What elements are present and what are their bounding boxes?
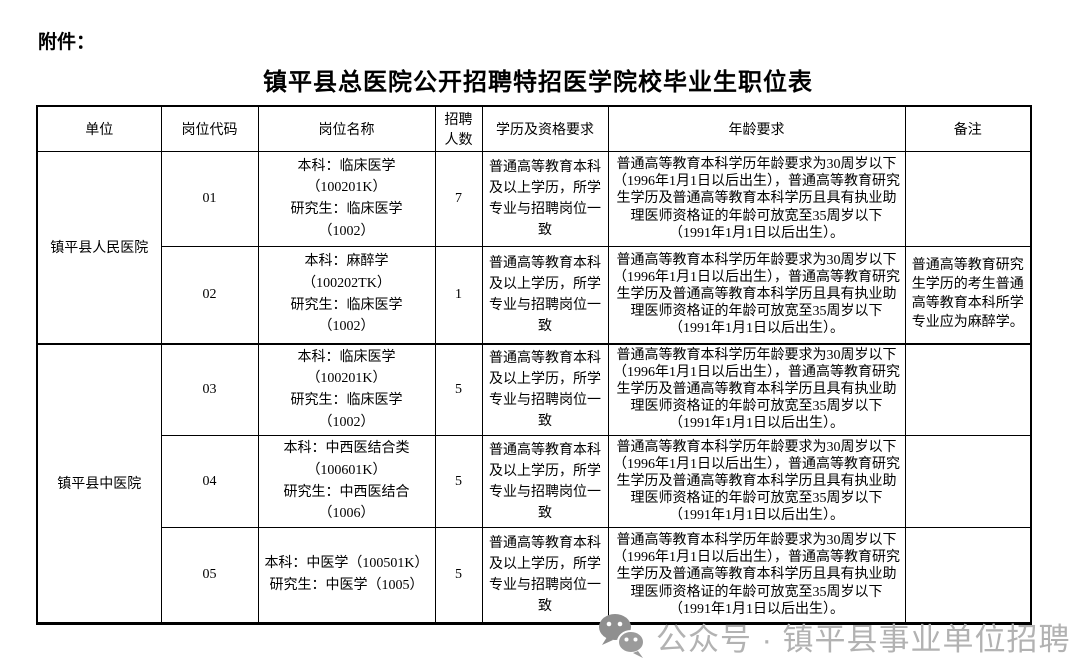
- table-row: 镇平县中医院 03 本科：临床医学 （100201K） 研究生：临床医学 （10…: [36, 342, 1032, 624]
- wechat-icon: [598, 613, 646, 659]
- remark-cell: [904, 151, 1032, 247]
- job-position-table: 单位 岗位代码 岗位名称 招聘 人数 学历及资格要求 年龄要求 备注 镇平县人民…: [36, 105, 1032, 625]
- qualification-cell: 普通高等教育本科及以上学历，所学专业与招聘岗位一致: [481, 342, 609, 437]
- remark-cell: [904, 435, 1032, 528]
- table-header-row: 单位 岗位代码 岗位名称 招聘 人数 学历及资格要求 年龄要求 备注: [36, 105, 1032, 152]
- age-cell: 普通高等教育本科学历年龄要求为30周岁以下（1996年1月1日以后出生），普通高…: [607, 151, 906, 247]
- page-title: 镇平县总医院公开招聘特招医学院校毕业生职位表: [263, 69, 813, 96]
- watermark: 公众号 · 镇平县事业单位招聘: [598, 613, 1071, 659]
- table-row: 镇平县人民医院 01 本科：临床医学 （100201K） 研究生：临床医学 （1…: [36, 151, 1032, 344]
- count-cell: 5: [434, 527, 483, 624]
- qualification-cell: 普通高等教育本科及以上学历，所学专业与招聘岗位一致: [481, 527, 609, 624]
- remark-cell: 普通高等教育研究生学历的考生普通高等教育本科所学专业应为麻醉学。: [904, 246, 1032, 344]
- header-unit: 单位: [36, 105, 162, 152]
- header-age: 年龄要求: [607, 105, 906, 152]
- header-remark: 备注: [904, 105, 1032, 152]
- position-cell: 本科：中医学（100501K） 研究生：中医学（1005）: [257, 527, 436, 624]
- table-row: 02 本科：麻醉学 （100202TK） 研究生：临床医学 （1002） 1 普…: [37, 246, 1032, 344]
- table-row: 05 本科：中医学（100501K） 研究生：中医学（1005） 5 普通高等教…: [37, 527, 1032, 624]
- code-cell: 05: [160, 527, 259, 624]
- header-qualification: 学历及资格要求: [481, 105, 609, 152]
- age-cell: 普通高等教育本科学历年龄要求为30周岁以下（1996年1月1日以后出生），普通高…: [607, 246, 906, 344]
- code-cell: 02: [160, 246, 259, 344]
- header-position: 岗位名称: [257, 105, 436, 152]
- age-cell: 普通高等教育本科学历年龄要求为30周岁以下（1996年1月1日以后出生），普通高…: [607, 435, 906, 528]
- attachment-label: 附件：: [38, 32, 96, 53]
- age-cell: 普通高等教育本科学历年龄要求为30周岁以下（1996年1月1日以后出生），普通高…: [607, 342, 906, 437]
- header-code: 岗位代码: [160, 105, 259, 152]
- count-cell: 1: [434, 246, 483, 344]
- position-cell: 本科：临床医学 （100201K） 研究生：临床医学 （1002）: [257, 151, 436, 247]
- count-cell: 5: [434, 435, 483, 528]
- unit-cell: 镇平县中医院: [36, 342, 162, 624]
- code-cell: 04: [160, 435, 259, 528]
- header-count: 招聘 人数: [434, 105, 483, 152]
- position-cell: 本科：中西医结合类 （100601K） 研究生：中西医结合 （1006）: [257, 435, 436, 528]
- watermark-text: 公众号 · 镇平县事业单位招聘: [656, 621, 1071, 657]
- position-cell: 本科：麻醉学 （100202TK） 研究生：临床医学 （1002）: [257, 246, 436, 344]
- count-cell: 7: [434, 151, 483, 247]
- remark-cell: [904, 342, 1032, 437]
- qualification-cell: 普通高等教育本科及以上学历，所学专业与招聘岗位一致: [481, 435, 609, 528]
- unit-cell: 镇平县人民医院: [36, 151, 162, 344]
- age-cell: 普通高等教育本科学历年龄要求为30周岁以下（1996年1月1日以后出生），普通高…: [607, 527, 906, 624]
- qualification-cell: 普通高等教育本科及以上学历，所学专业与招聘岗位一致: [481, 151, 609, 247]
- code-cell: 03: [160, 342, 259, 437]
- count-cell: 5: [434, 342, 483, 437]
- position-cell: 本科：临床医学 （100201K） 研究生：临床医学 （1002）: [257, 342, 436, 437]
- qualification-cell: 普通高等教育本科及以上学历，所学专业与招聘岗位一致: [481, 246, 609, 344]
- code-cell: 01: [160, 151, 259, 247]
- table-row: 04 本科：中西医结合类 （100601K） 研究生：中西医结合 （1006） …: [37, 435, 1032, 528]
- remark-cell: [904, 527, 1032, 624]
